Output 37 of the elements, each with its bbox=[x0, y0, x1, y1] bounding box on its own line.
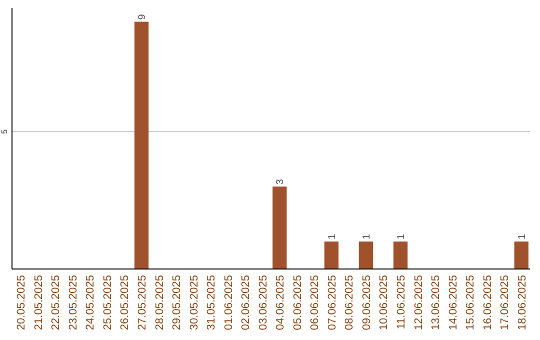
x-tick-label: 26.05.2025 bbox=[119, 275, 132, 330]
x-tick-label: 21.05.2025 bbox=[32, 275, 45, 330]
x-tick-label: 14.06.2025 bbox=[447, 275, 460, 330]
data-label: 1 bbox=[326, 234, 338, 240]
x-tick-label: 05.06.2025 bbox=[292, 275, 304, 330]
x-tick-label: 09.06.2025 bbox=[360, 275, 373, 330]
data-label: 1 bbox=[516, 234, 528, 240]
x-tick-label: 12.06.2025 bbox=[412, 275, 425, 330]
x-tick-label: 17.06.2025 bbox=[499, 275, 512, 330]
x-tick-label: 23.05.2025 bbox=[67, 275, 80, 330]
x-tick-label: 22.05.2025 bbox=[50, 275, 62, 330]
x-tick-label: 13.06.2025 bbox=[430, 275, 442, 330]
data-label: 3 bbox=[275, 178, 286, 185]
x-tick-label: 30.05.2025 bbox=[188, 275, 200, 330]
x-tick-label: 16.06.2025 bbox=[482, 275, 494, 330]
x-tick-label: 20.05.2025 bbox=[16, 275, 28, 330]
x-tick-label: 28.05.2025 bbox=[154, 275, 166, 330]
x-tick-label: 27.05.2025 bbox=[136, 275, 148, 330]
x-tick-label: 08.06.2025 bbox=[344, 275, 356, 330]
x-tick-label: 24.05.2025 bbox=[84, 275, 97, 330]
x-tick-label: 18.06.2025 bbox=[516, 275, 528, 330]
data-label: 1 bbox=[396, 234, 407, 240]
x-tick-label: 11.06.2025 bbox=[396, 275, 408, 330]
data-label: 9 bbox=[137, 14, 148, 20]
x-tick-label: 25.05.2025 bbox=[102, 275, 114, 330]
x-tick-label: 04.06.2025 bbox=[274, 275, 287, 330]
x-tick-label: 10.06.2025 bbox=[378, 275, 390, 330]
x-tick-label: 06.06.2025 bbox=[309, 275, 322, 330]
x-tick-label: 01.06.2025 bbox=[222, 275, 235, 330]
x-tick-label: 07.06.2025 bbox=[326, 275, 338, 330]
data-label: 1 bbox=[361, 234, 372, 240]
x-tick-label: 02.06.2025 bbox=[240, 275, 252, 330]
x-tick-label: 31.05.2025 bbox=[206, 275, 218, 330]
x-tick-label: 03.06.2025 bbox=[257, 275, 270, 330]
x-tick-label: 29.05.2025 bbox=[171, 275, 184, 330]
y-tick-label: 5 bbox=[0, 128, 9, 134]
x-tick-label: 15.06.2025 bbox=[464, 275, 477, 330]
